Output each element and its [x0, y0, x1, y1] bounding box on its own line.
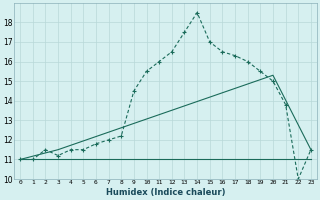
- X-axis label: Humidex (Indice chaleur): Humidex (Indice chaleur): [106, 188, 225, 197]
